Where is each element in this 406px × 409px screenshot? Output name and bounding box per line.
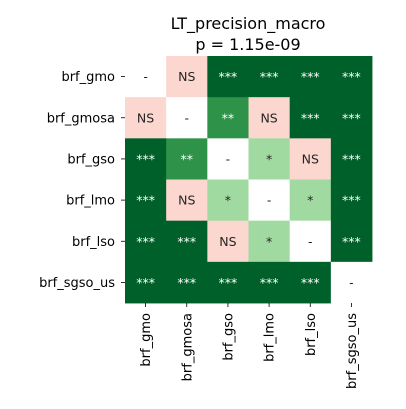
heatmap-cell <box>166 138 208 180</box>
heatmap-cell-label: ** <box>222 110 235 125</box>
heatmap-cell-label: - <box>349 275 354 290</box>
heatmap-cell-label: *** <box>136 151 155 166</box>
heatmap-cell <box>248 179 291 222</box>
heatmap-cell-label: NS <box>178 69 195 84</box>
chart-subtitle: p = 1.15e-09 <box>195 35 300 54</box>
heatmap-cell <box>207 261 249 304</box>
heatmap-cell <box>289 220 332 263</box>
heatmap-cell <box>289 138 332 180</box>
heatmap-cell-label: *** <box>136 193 155 208</box>
column-tick-label: brf_sgso_us <box>345 313 360 389</box>
heatmap-cell-label: NS <box>260 110 277 125</box>
heatmap-cell <box>125 97 167 139</box>
heatmap-cell <box>207 220 249 263</box>
row-tick-label: brf_lso <box>72 235 115 250</box>
column-tick-label: brf_lmo <box>263 313 278 362</box>
heatmap-cell-label: *** <box>219 275 238 290</box>
heatmap-cell <box>125 261 167 304</box>
row-tick-label: brf_sgso_us <box>39 276 115 291</box>
heatmap-cell <box>330 179 373 222</box>
row-tick-label: brf_gmosa <box>47 111 115 126</box>
row-tick-label: brf_gso <box>67 152 115 167</box>
heatmap-cell <box>207 56 249 98</box>
heatmap-cell <box>330 97 373 139</box>
heatmap-cell <box>330 220 373 263</box>
column-tick-labels: brf_gmo brf_gmosa brf_gso brf_lmo brf_lso brf… <box>139 303 360 389</box>
heatmap-cell <box>289 56 332 98</box>
heatmap-cell <box>289 97 332 139</box>
heatmap-cell <box>248 138 291 180</box>
heatmap-cell <box>166 97 208 139</box>
heatmap-cell-label: *** <box>301 69 320 84</box>
heatmap-cell <box>125 179 167 222</box>
chart-title: LT_precision_macro <box>171 14 326 34</box>
heatmap-cell-label: *** <box>301 110 320 125</box>
heatmap-cell-label: * <box>307 193 313 208</box>
heatmap-cell <box>125 138 167 180</box>
heatmap-cell <box>248 56 291 98</box>
heatmap-cell-label: *** <box>301 275 320 290</box>
heatmap-cells: - NS *** *** *** ***NS - ** NS *** ****** ** - * NS ***… <box>125 56 373 304</box>
heatmap-cell <box>330 56 373 98</box>
heatmap-cell <box>207 179 249 222</box>
heatmap-cell-label: *** <box>136 234 155 249</box>
heatmap-cell-label: - <box>226 151 231 166</box>
heatmap-cell-label: NS <box>137 110 154 125</box>
heatmap-cell-label: *** <box>177 234 196 249</box>
heatmap-cell <box>330 261 373 304</box>
heatmap-cell <box>166 220 208 263</box>
heatmap-cell <box>166 179 208 222</box>
heatmap-cell-label: *** <box>260 275 279 290</box>
heatmap-cell-label: NS <box>302 151 319 166</box>
heatmap-cell-label: *** <box>342 110 361 125</box>
heatmap-cell <box>289 179 332 222</box>
heatmap-cell-label: *** <box>342 69 361 84</box>
heatmap-cell-label: NS <box>178 193 195 208</box>
heatmap-cell <box>207 97 249 139</box>
row-tick-labels: brf_gmo brf_gmosa brf_gso brf_lmo brf_lsobrf… <box>39 70 125 291</box>
heatmap-cell-label: *** <box>342 151 361 166</box>
heatmap-cell-label: NS <box>219 234 236 249</box>
column-tick-label: brf_lso <box>304 313 319 356</box>
row-tick-label: brf_lmo <box>66 194 115 209</box>
heatmap-cell <box>166 261 208 304</box>
heatmap-cell <box>207 138 249 180</box>
column-tick-label: brf_gmosa <box>180 313 195 381</box>
heatmap-cell-label: - <box>267 193 272 208</box>
heatmap-cell-label: *** <box>219 69 238 84</box>
heatmap-cell-label: * <box>266 151 272 166</box>
heatmap-cell <box>125 220 167 263</box>
heatmap-cell <box>330 138 373 180</box>
heatmap-cell-label: *** <box>342 193 361 208</box>
heatmap-cell-label: * <box>266 234 272 249</box>
heatmap-cell-label: *** <box>177 275 196 290</box>
heatmap-cell-label: - <box>184 110 189 125</box>
column-tick-label: brf_gmo <box>139 313 154 367</box>
heatmap-cell-label: *** <box>342 234 361 249</box>
heatmap-cell-label: - <box>143 69 148 84</box>
heatmap-cell-label: * <box>225 193 231 208</box>
row-tick-label: brf_gmo <box>61 70 115 85</box>
heatmap-cell-label: - <box>308 234 313 249</box>
heatmap-cell <box>248 220 291 263</box>
heatmap-cell <box>289 261 332 304</box>
heatmap-cell-label: *** <box>260 69 279 84</box>
heatmap-cell <box>248 97 291 139</box>
column-tick-label: brf_gso <box>221 313 236 361</box>
heatmap-cell-label: ** <box>181 151 194 166</box>
heatmap-cell <box>166 56 208 98</box>
heatmap-cell <box>248 261 291 304</box>
heatmap-cell <box>125 56 167 98</box>
heatmap-cell-label: *** <box>136 275 155 290</box>
